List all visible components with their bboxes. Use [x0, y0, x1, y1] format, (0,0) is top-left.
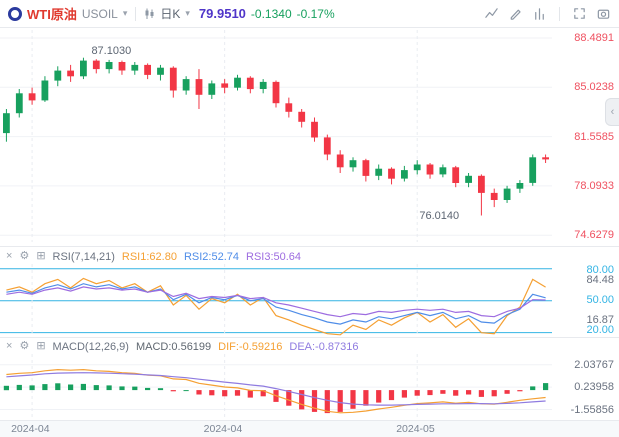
- rsi1-value: RSI1:62.80: [121, 250, 177, 263]
- compare-icon[interactable]: [532, 6, 547, 21]
- axis-label: 50.00: [586, 294, 614, 306]
- candlestick-chart[interactable]: [0, 30, 552, 242]
- dif-value: DIF:-0.59216: [218, 340, 283, 353]
- add-indicator-icon[interactable]: ⊞: [36, 340, 46, 352]
- fullscreen-icon[interactable]: [572, 6, 587, 21]
- last-price: 79.9510: [198, 6, 246, 21]
- time-axis-label: 2024-04: [11, 423, 50, 435]
- time-axis-label: 2024-05: [396, 423, 435, 435]
- macd-chart[interactable]: [0, 354, 552, 420]
- symbol-chevron-down-icon[interactable]: ▾: [122, 8, 128, 18]
- macd-axis: 2.03767 0.23958 -1.55856: [552, 354, 619, 420]
- macd-panel-header: × ⚙ ⊞ MACD(12,26,9) MACD:0.56199 DIF:-0.…: [6, 339, 365, 354]
- kline-icon: [145, 8, 154, 19]
- toolbar-divider: [559, 6, 560, 21]
- high-price-annotation: 87.1030: [91, 44, 132, 57]
- settings-gear-icon[interactable]: ⚙: [19, 250, 30, 262]
- axis-label: 88.4891: [574, 31, 614, 44]
- axis-label: 16.87: [586, 314, 614, 326]
- time-axis[interactable]: 2024-04 2024-04 2024-05: [0, 420, 619, 437]
- axis-label: 85.0238: [574, 81, 614, 94]
- dea-value: DEA:-0.87316: [289, 340, 359, 353]
- add-indicator-icon[interactable]: ⊞: [36, 250, 46, 262]
- panel-divider: [0, 337, 619, 338]
- toolbar-icons: [484, 6, 611, 21]
- symbol-name[interactable]: WTI原油: [27, 7, 77, 22]
- axis-label: 0.23958: [574, 381, 614, 394]
- close-icon[interactable]: ×: [6, 250, 13, 262]
- chart-style-icon[interactable]: [484, 6, 499, 21]
- axis-label: 81.5585: [574, 130, 614, 143]
- timeframe-chevron-down-icon[interactable]: ▾: [185, 8, 190, 18]
- rsi-panel-header: × ⚙ ⊞ RSI(7,14,21) RSI1:62.80 RSI2:52.74…: [6, 249, 308, 264]
- settings-gear-icon[interactable]: ⚙: [19, 340, 30, 352]
- axis-label: 2.03767: [574, 358, 614, 371]
- macd-title: MACD(12,26,9): [52, 340, 129, 353]
- toolbar: WTI原油 USOIL ▾ 日K ▾ 79.9510 -0.1340 -0.17…: [0, 0, 619, 28]
- app-logo-icon: [8, 6, 22, 21]
- low-price-annotation: 76.0140: [419, 210, 460, 223]
- draw-tool-icon[interactable]: [508, 6, 523, 21]
- rsi-title: RSI(7,14,21): [52, 250, 115, 263]
- axis-label: 74.6279: [574, 229, 614, 242]
- screenshot-icon[interactable]: [596, 6, 611, 21]
- time-labels: 2024-04 2024-04 2024-05: [0, 421, 619, 437]
- collapse-panel-tab[interactable]: ‹: [605, 98, 619, 126]
- rsi-chart[interactable]: [0, 264, 552, 336]
- axis-label: -1.55856: [570, 403, 614, 416]
- price-change-percent: -0.17%: [296, 6, 335, 21]
- time-axis-label: 2024-04: [203, 423, 243, 435]
- axis-label: 80.00: [586, 264, 614, 276]
- rsi2-value: RSI2:52.74: [183, 250, 239, 263]
- close-icon[interactable]: ×: [6, 340, 13, 352]
- axis-label: 20.00: [586, 324, 614, 336]
- axis-label: 84.48: [586, 274, 614, 286]
- rsi-axis: 80.00 84.48 50.00 16.87 20.00: [552, 264, 619, 336]
- price-change: -0.1340: [250, 6, 292, 21]
- symbol-code[interactable]: USOIL: [81, 6, 118, 21]
- panel-divider: [0, 246, 619, 247]
- timeframe-selector[interactable]: 日K: [160, 7, 181, 21]
- toolbar-divider: [135, 6, 137, 21]
- macd-value: MACD:0.56199: [135, 340, 212, 353]
- axis-label: 78.0933: [574, 179, 614, 192]
- chart-stage: 88.4891 85.0238 81.5585 78.0933 74.6279 87.1…: [0, 28, 619, 437]
- price-axis[interactable]: 88.4891 85.0238 81.5585 78.0933 74.6279: [552, 30, 619, 242]
- rsi3-value: RSI3:50.64: [246, 250, 302, 263]
